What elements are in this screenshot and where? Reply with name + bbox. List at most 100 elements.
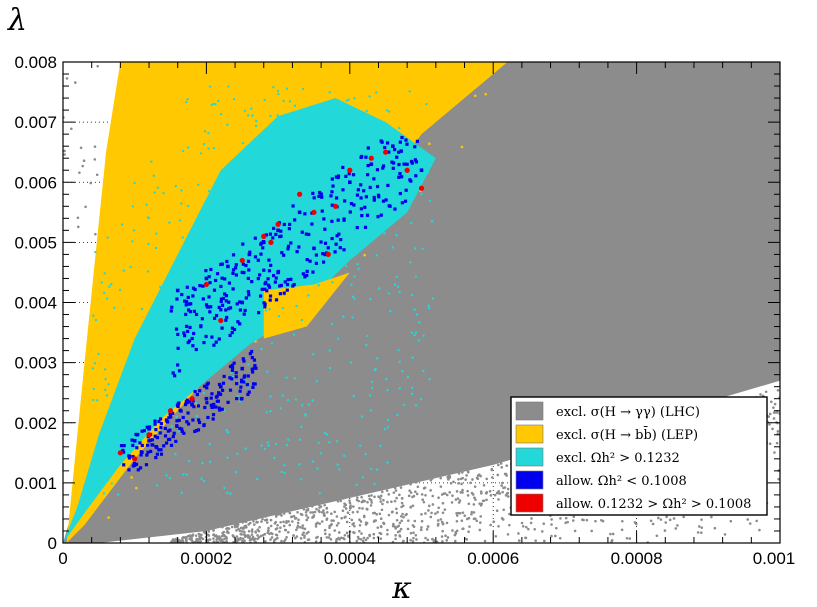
- relic-scatter-point: [276, 114, 279, 117]
- lhc-scatter-point: [495, 509, 499, 513]
- relic-scatter-point: [316, 174, 320, 177]
- relic-scatter-point: [301, 87, 305, 91]
- lhc-scatter-point: [325, 511, 329, 514]
- relic-scatter-point: [247, 363, 250, 366]
- lhc-scatter-point: [250, 528, 254, 531]
- relic-scatter-point: [350, 283, 353, 286]
- lhc-scatter-point: [386, 500, 389, 504]
- allowed-point: [405, 162, 409, 166]
- allowed-point: [381, 199, 386, 203]
- allowed-point: [359, 183, 363, 187]
- relic-scatter-point: [212, 187, 216, 191]
- allowed-point: [267, 258, 271, 262]
- relic-scatter-point: [296, 206, 300, 209]
- lhc-scatter-point: [664, 521, 668, 524]
- allowed-point: [238, 389, 242, 393]
- allowed-point: [381, 164, 386, 168]
- relic-scatter-point: [358, 444, 362, 447]
- lhc-scatter-point: [497, 463, 500, 467]
- allowed-point: [122, 443, 126, 448]
- relic-scatter-point: [353, 97, 356, 100]
- relic-scatter-point: [361, 476, 365, 479]
- lhc-scatter-point: [460, 471, 464, 474]
- lhc-scatter-point: [212, 540, 216, 543]
- lhc-scatter-point: [454, 530, 457, 534]
- relic-scatter-point: [398, 291, 401, 294]
- lhc-scatter-point: [293, 517, 297, 520]
- relic-scatter-point: [276, 89, 280, 93]
- lhc-scatter-point: [441, 511, 445, 515]
- relic-scatter-point: [402, 178, 406, 181]
- lhc-scatter-point: [206, 538, 210, 542]
- lhc-scatter-point: [448, 491, 452, 494]
- allowed-point: [268, 294, 273, 298]
- lhc-scatter-point: [286, 530, 290, 534]
- relic-scatter-point: [353, 275, 356, 278]
- band-allowed-point: [368, 155, 374, 161]
- lhc-scatter-point: [294, 536, 297, 540]
- allowed-point: [253, 236, 257, 240]
- allowed-point: [326, 246, 330, 250]
- allowed-point: [250, 356, 254, 360]
- relic-scatter-point: [385, 109, 389, 112]
- relic-scatter-point: [342, 315, 345, 318]
- lhc-scatter-point: [348, 505, 352, 509]
- band-allowed-point: [189, 396, 195, 402]
- allowed-point: [211, 417, 215, 421]
- relic-scatter-point: [356, 262, 359, 266]
- allowed-point: [403, 199, 408, 203]
- allowed-point: [317, 194, 321, 198]
- lhc-scatter-point: [429, 515, 433, 519]
- x-tick-label: 0.0002: [180, 549, 232, 568]
- allowed-point: [409, 159, 414, 164]
- lhc-scatter-point: [455, 519, 459, 523]
- allowed-point: [276, 228, 280, 233]
- allowed-point: [208, 310, 212, 314]
- lhc-scatter-point: [392, 482, 395, 486]
- lhc-scatter-point: [497, 498, 500, 501]
- allowed-point: [191, 344, 195, 348]
- lhc-scatter-point: [401, 512, 404, 516]
- relic-scatter-point: [244, 186, 247, 189]
- allowed-point: [135, 446, 139, 450]
- allowed-point: [391, 161, 396, 165]
- lhc-scatter-point: [525, 525, 528, 529]
- lhc-scatter-point: [419, 528, 423, 532]
- lhc-scatter-point: [495, 491, 499, 495]
- lhc-scatter-point: [302, 507, 306, 511]
- relic-scatter-point: [180, 491, 183, 494]
- lhc-scatter-point: [770, 400, 773, 404]
- allowed-point: [211, 413, 216, 417]
- relic-scatter-point: [208, 250, 211, 253]
- allowed-point: [212, 343, 216, 347]
- relic-scatter-point: [96, 449, 100, 453]
- allowed-point: [151, 443, 155, 447]
- lhc-scatter-point: [409, 505, 413, 509]
- lhc-scatter-point: [230, 525, 234, 529]
- allowed-point: [185, 398, 189, 402]
- lhc-scatter-point: [311, 516, 314, 519]
- lhc-scatter-point: [212, 533, 216, 536]
- allowed-point: [219, 297, 224, 301]
- allowed-point: [209, 396, 213, 400]
- lhc-scatter-point: [436, 519, 440, 522]
- relic-scatter-point: [197, 183, 200, 186]
- allowed-point: [194, 347, 198, 352]
- relic-scatter-point: [185, 257, 188, 261]
- lhc-scatter-point: [224, 535, 228, 539]
- allowed-point: [301, 272, 305, 276]
- allowed-point: [330, 177, 334, 181]
- lhc-scatter-point: [456, 497, 460, 500]
- allowed-point: [154, 455, 158, 460]
- lhc-scatter-point: [440, 493, 444, 496]
- relic-scatter-point: [174, 452, 177, 456]
- relic-scatter-point: [186, 146, 190, 149]
- lhc-scatter-point: [772, 406, 775, 409]
- lhc-scatter-point: [267, 526, 270, 530]
- relic-scatter-point: [255, 119, 258, 123]
- allowed-point: [337, 232, 341, 236]
- allowed-point: [205, 401, 209, 405]
- allowed-point: [398, 171, 402, 176]
- allowed-point: [341, 165, 345, 170]
- lhc-scatter-point: [299, 537, 303, 540]
